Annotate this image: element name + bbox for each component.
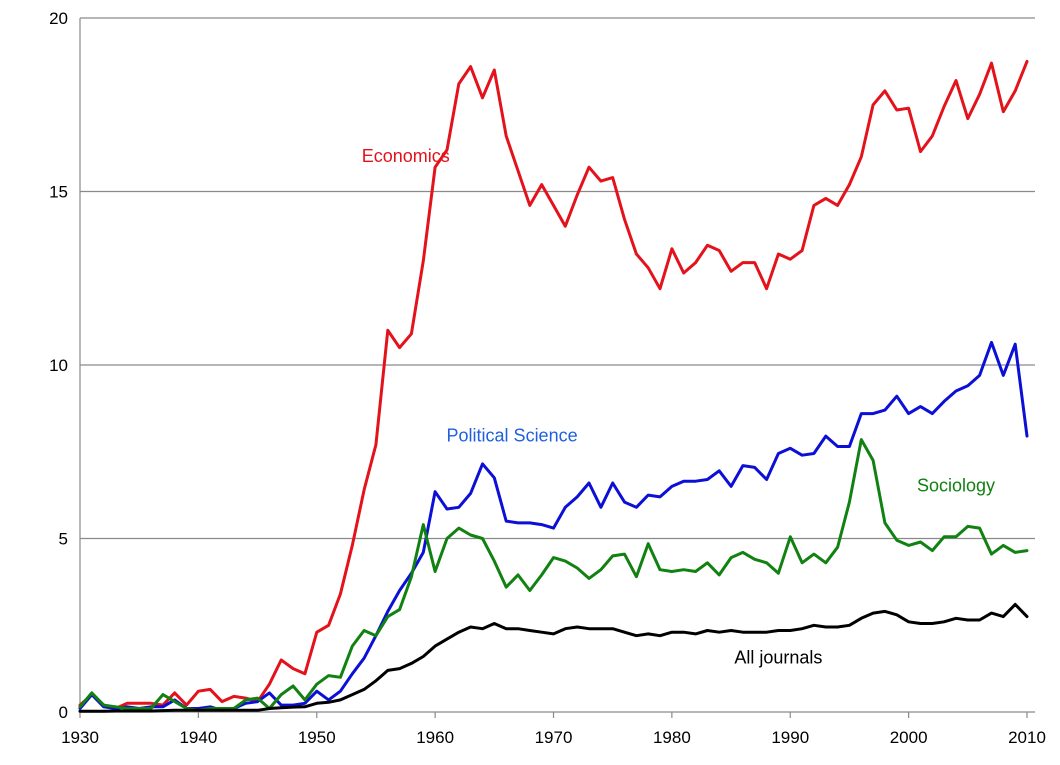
series-line-all-journals (78, 602, 1029, 713)
y-tick-label: 15 (49, 183, 68, 202)
x-tick-label: 1940 (179, 728, 217, 747)
series-lines (78, 59, 1029, 713)
series-label-political-science: Political Science (447, 425, 578, 445)
x-tick-label: 1980 (653, 728, 691, 747)
y-tick-label: 5 (59, 530, 68, 549)
gridlines (80, 17, 1035, 540)
series-label-all-journals: All journals (734, 647, 822, 667)
y-tick-label: 20 (49, 9, 68, 28)
x-tick-label: 2010 (1008, 728, 1046, 747)
series-line-economics (78, 59, 1029, 710)
x-tick-label: 1960 (416, 728, 454, 747)
y-tick-label: 10 (49, 356, 68, 375)
x-tick-label: 2000 (890, 728, 928, 747)
y-tick-label: 0 (59, 703, 68, 722)
series-line-political-science (78, 340, 1029, 712)
x-tick-label: 1970 (535, 728, 573, 747)
x-tick-label: 1930 (61, 728, 99, 747)
axes: 0 5 10 15 20 1930 1940 1950 1960 1970 1980 1990 2000… (49, 9, 1046, 747)
x-tick-label: 1950 (298, 728, 336, 747)
series-labels: Economics Political Science Sociology All j… (362, 146, 995, 667)
series-label-sociology: Sociology (917, 476, 995, 496)
x-tick-label: 1990 (771, 728, 809, 747)
series-line-sociology (78, 438, 1029, 712)
series-label-economics: Economics (362, 146, 450, 166)
